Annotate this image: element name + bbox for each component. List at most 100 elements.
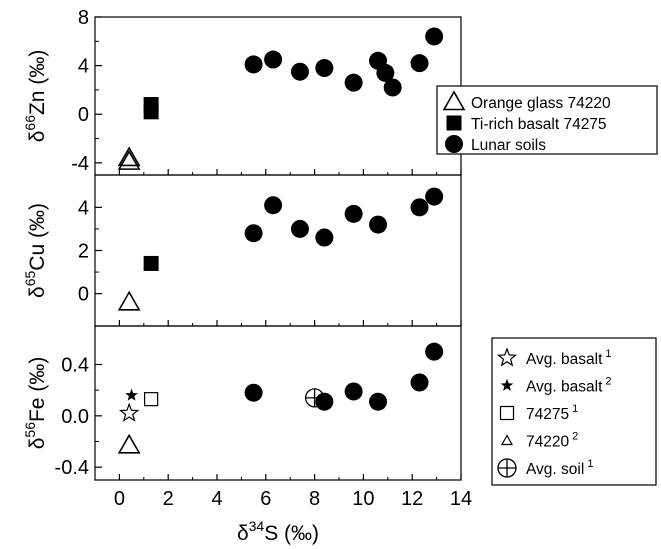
data-point [117,146,141,167]
series-lunar-soils [244,342,444,411]
legend-marker [499,405,515,421]
data-point [244,55,263,74]
panel-cu: 0 2 4 δ65Cu (‰) [22,174,462,327]
legend-label: 74220 2 [526,431,578,451]
data-point [143,104,159,120]
series-74275-1 [144,392,159,407]
marker-shape [118,402,140,422]
marker-shape [117,290,141,311]
series-orange-glass-74220 [117,146,141,170]
x-tick-label: 8 [309,488,320,510]
marker-shape [117,150,141,170]
marker-shape [425,187,444,206]
data-point [125,388,138,401]
legend-marker [445,135,463,153]
y-tick-label: 4 [78,197,89,219]
legend-label: Avg. basalt 2 [526,376,612,396]
data-point [369,215,388,234]
data-point [264,50,283,69]
y-axis-label: δ65Cu (‰) [22,203,49,298]
x-tick-label: 14 [450,488,472,510]
y-tick-label: 8 [78,7,89,29]
y-tick-label: 4 [78,56,89,78]
legend-marker [500,434,514,446]
legend-label: Lunar soils [471,137,546,154]
data-point [244,224,263,243]
data-point [425,342,444,361]
data-point [144,392,159,407]
data-point [290,219,309,238]
marker-shape [290,219,309,238]
panel-frame [94,325,462,481]
chart-panels: -4 0 4 8 δ66Zn (‰) 0 2 4 δ65Cu (‰) -0.4 0.0 0.4 δ56F… [22,7,462,481]
marker-shape [244,383,263,402]
legend-label: Orange glass 74220 [471,95,611,112]
y-tick-label: 0 [78,284,89,306]
data-point [410,54,429,73]
data-point [290,62,309,81]
legend-bottom: Avg. basalt 1 Avg. basalt 2 74275 1 74220 2 Avg.… [491,337,657,486]
data-point [425,187,444,206]
y-axis-label: δ66Zn (‰) [22,50,49,143]
marker-shape [244,55,263,74]
marker-shape [290,62,309,81]
marker-shape [244,224,263,243]
legend-frame [436,85,658,155]
marker-shape [344,73,363,92]
marker-shape [315,392,334,411]
y-axis-label: δ56Fe (‰) [22,357,49,450]
marker-shape [500,434,514,446]
marker-shape [369,392,388,411]
data-point [117,150,141,170]
marker-shape [496,347,518,367]
data-point [376,63,395,82]
legend-label: Avg. basalt 1 [526,348,612,368]
marker-shape [500,378,514,391]
data-point [344,204,363,223]
series-lunar-soils [244,27,444,97]
series-ti-rich-basalt-74275 [143,97,159,120]
data-point [410,373,429,392]
marker-shape [344,204,363,223]
data-point [383,78,402,97]
marker-shape [410,198,429,217]
x-tick-label: 10 [352,488,374,510]
y-tick-label: -0.4 [55,457,89,479]
marker-shape [369,215,388,234]
y-tick-label: 2 [78,241,89,263]
data-point [244,383,263,402]
y-tick-label: 0.0 [61,406,89,428]
data-point [369,392,388,411]
series-74220-2 [117,433,141,454]
series-avg-basalt-2 [125,388,138,401]
marker-shape [445,135,463,153]
marker-shape [117,146,141,167]
data-point [118,402,140,422]
legend-marker [497,458,517,478]
marker-shape [344,382,363,401]
marker-shape [383,78,402,97]
x-tick-label: 4 [211,488,222,510]
data-point [344,73,363,92]
series-avg-basalt-1 [118,402,140,422]
panel-fe: -0.4 0.0 0.4 δ56Fe (‰) [22,325,462,481]
series-orange-glass-74220 [117,290,141,311]
legend-label: Ti-rich basalt 74275 [471,116,607,133]
marker-shape [410,373,429,392]
marker-shape [125,388,138,401]
marker-shape [143,255,159,271]
marker-shape [144,392,159,407]
legend-top: Orange glass 74220 Ti-rich basalt 74275 Lu… [436,85,658,155]
x-axis-label: δ34S (‰) [237,518,319,545]
legend-label: Avg. soil 1 [526,458,593,478]
marker-shape [264,196,283,215]
x-tick-label: 6 [260,488,271,510]
data-point [410,198,429,217]
legend-label: 74275 1 [526,403,578,423]
y-tick-label: 0 [78,104,89,126]
legend-marker [496,347,518,367]
panel-zn: -4 0 4 8 δ66Zn (‰) [22,7,462,176]
data-point [117,433,141,454]
legends: Orange glass 74220 Ti-rich basalt 74275 Lu… [436,85,658,486]
